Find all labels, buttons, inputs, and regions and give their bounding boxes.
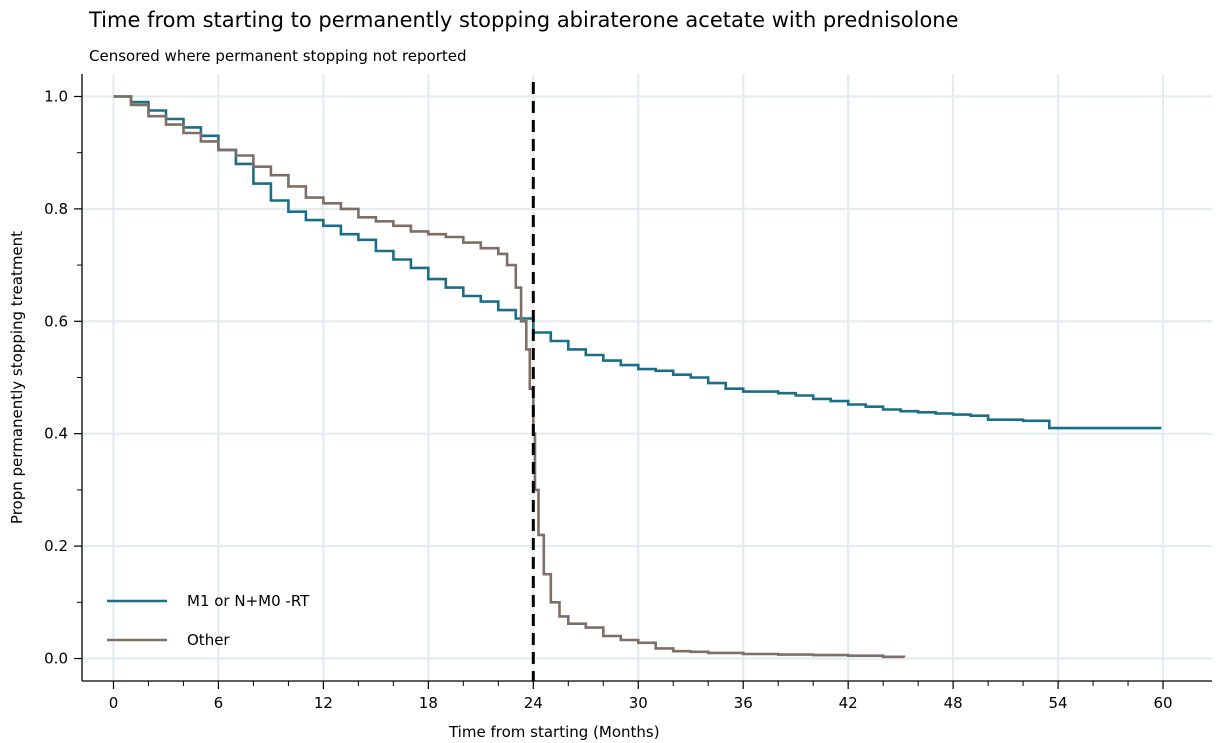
x-tick-label: 60 — [1153, 694, 1172, 712]
legend: M1 or N+M0 -RT Other — [107, 592, 310, 649]
x-tick-label: 24 — [524, 694, 543, 712]
x-tick-label: 30 — [629, 694, 648, 712]
y-tick-label: 0.0 — [44, 650, 68, 668]
y-tick-label: 0.8 — [44, 200, 68, 218]
y-tick-label: 0.4 — [44, 425, 68, 443]
x-tick-label: 42 — [839, 694, 858, 712]
series-line-other — [113, 95, 906, 659]
x-tick-label: 12 — [314, 694, 333, 712]
x-tick-label: 6 — [214, 694, 224, 712]
legend-label: Other — [187, 631, 230, 649]
x-tick-label: 54 — [1049, 694, 1068, 712]
y-tick-label: 0.6 — [44, 312, 68, 330]
series-line-m1-or-nm0-rt — [113, 95, 1162, 430]
x-tick-label: 18 — [419, 694, 438, 712]
chart-title: Time from starting to permanently stoppi… — [89, 8, 959, 32]
x-tick-label: 48 — [944, 694, 963, 712]
y-tick-label: 0.2 — [44, 537, 68, 555]
survival-curves — [113, 95, 1162, 659]
legend-label: M1 or N+M0 -RT — [187, 592, 310, 610]
grid-lines — [82, 74, 1212, 681]
x-tick-label: 0 — [109, 694, 119, 712]
x-tick-label: 36 — [734, 694, 753, 712]
chart-subtitle: Censored where permanent stopping not re… — [89, 47, 467, 65]
axes: 0 6 12 18 24 30 36 42 48 54 60 0.0 0.2 0.4 0.6 0.8 1.0 — [44, 74, 1212, 712]
y-tick-label: 1.0 — [44, 87, 68, 105]
y-axis-label: Propn permanently stopping treatment — [8, 231, 26, 524]
x-axis-label: Time from starting (Months) — [448, 723, 660, 741]
